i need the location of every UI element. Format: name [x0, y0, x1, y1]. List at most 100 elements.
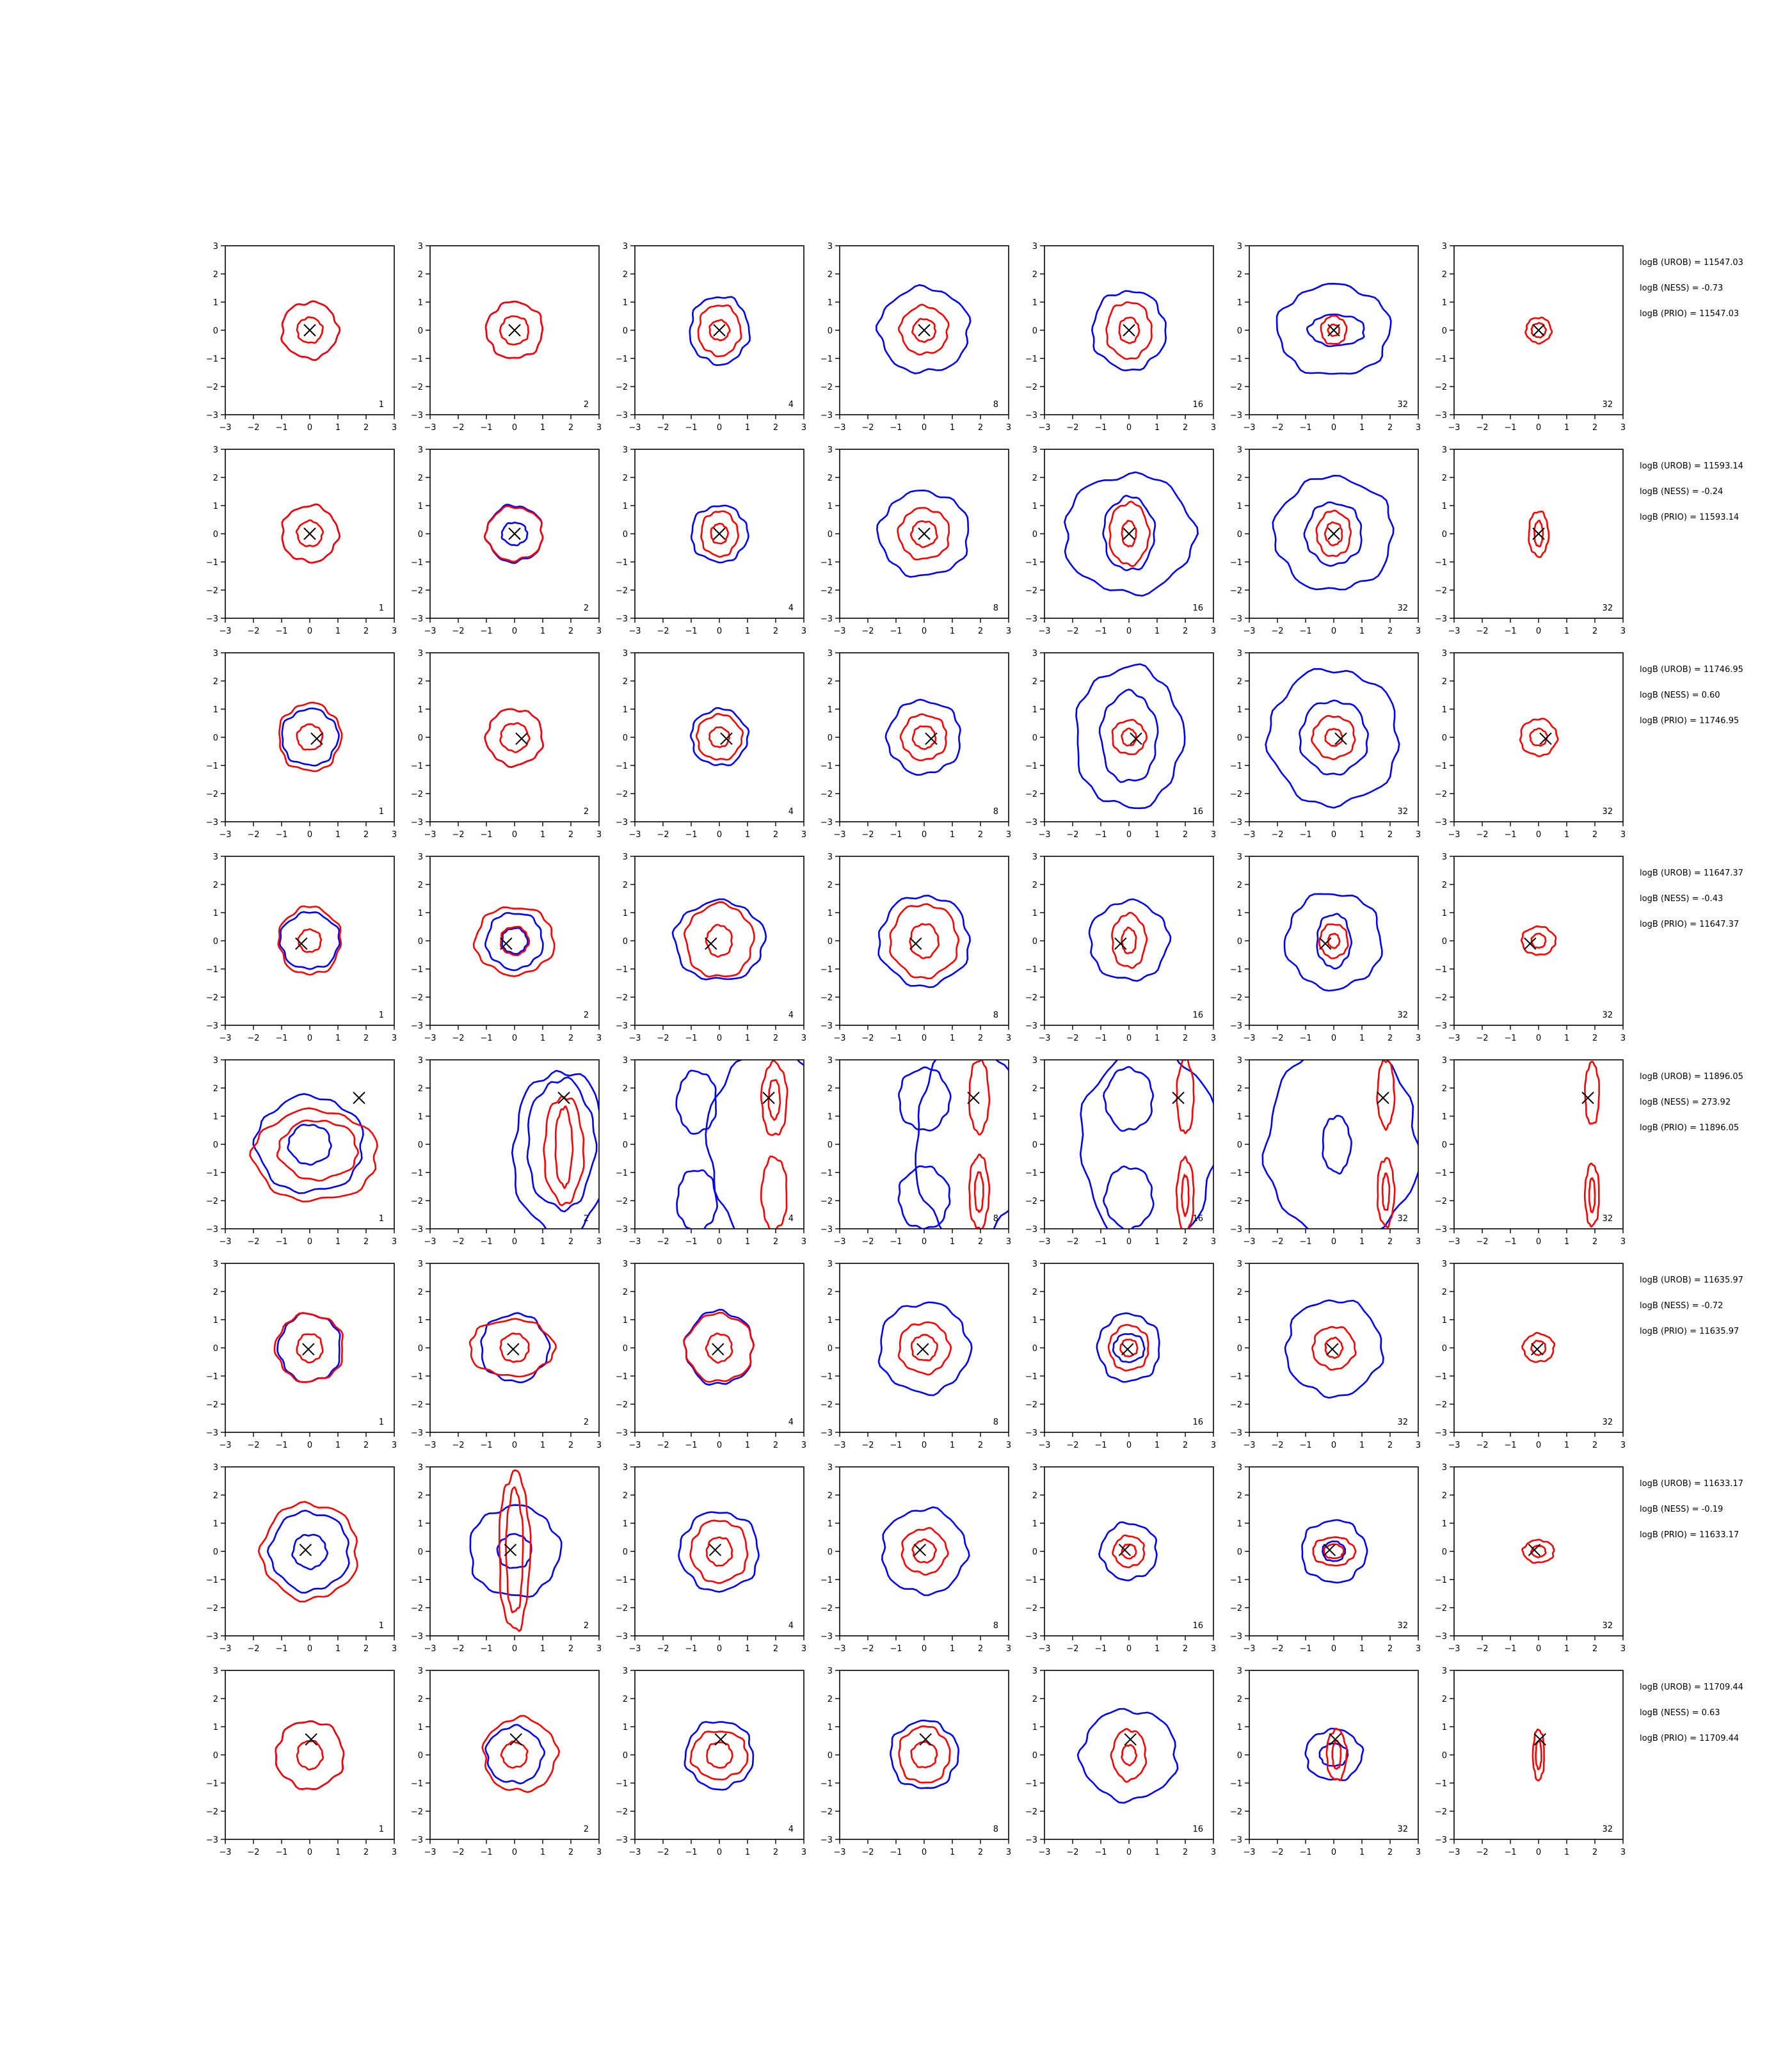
y-tick-label: −3: [1435, 1836, 1447, 1845]
y-tick-label: 2: [1442, 474, 1447, 483]
red-contour: [910, 520, 938, 548]
x-tick-label: 0: [717, 1441, 722, 1450]
y-tick-label: 1: [623, 298, 628, 308]
y-tick-label: 0: [418, 1751, 423, 1761]
logb-annotation: logB (PRIO) = 11647.37: [1640, 920, 1739, 929]
x-marker: [1319, 937, 1332, 950]
x-tick-label: 0: [922, 627, 927, 636]
y-tick-label: 2: [418, 1084, 423, 1094]
axes-frame: [225, 856, 395, 1026]
x-marker: [713, 324, 726, 337]
y-tick-label: −3: [411, 1428, 423, 1438]
y-tick-label: 3: [1237, 1667, 1242, 1676]
axes-frame: [429, 856, 600, 1026]
x-tick-label: 0: [1536, 627, 1541, 636]
logb-annotation: logB (NESS) = -0.19: [1640, 1505, 1723, 1514]
y-tick-label: 3: [418, 649, 423, 659]
x-tick-label: −3: [1038, 1644, 1050, 1654]
axes-frame: [429, 652, 600, 822]
y-tick-label: −3: [1025, 1836, 1037, 1845]
y-tick-label: 0: [1237, 733, 1242, 743]
y-tick-label: 0: [828, 326, 833, 336]
blue-contour: [278, 911, 341, 970]
blue-contour: [484, 1724, 546, 1785]
y-tick-label: 0: [623, 733, 628, 743]
axes-frame: [634, 1670, 804, 1840]
y-tick-label: −2: [206, 790, 218, 799]
y-tick-label: −1: [1230, 1372, 1242, 1382]
red-contour: [296, 316, 324, 344]
plot-area: [1064, 471, 1199, 597]
y-tick-label: −1: [1435, 1372, 1447, 1382]
x-tick-label: 0: [512, 423, 517, 433]
plot-area: [1261, 1060, 1418, 1229]
y-tick-label: 2: [828, 881, 833, 890]
panel-r3-c2: −3 3 −2 2 −1 1 0 0 1 −1 2 −2 3 −3 2: [411, 649, 602, 840]
x-tick-label: 0: [1126, 1848, 1132, 1857]
red-contour: [1521, 1332, 1556, 1363]
panel-r5-c3: −3 3 −2 2 −1 1 0 0 1 −1 2 −2 3 −3 4: [616, 1056, 806, 1247]
axes-frame: [839, 1670, 1009, 1840]
y-tick-label: −1: [1435, 1779, 1447, 1789]
plot-area: [1096, 1312, 1160, 1383]
red-contour: [505, 1486, 524, 1613]
y-tick-label: 3: [623, 242, 628, 252]
panel-r2-c4: −3 3 −2 2 −1 1 0 0 1 −1 2 −2 3 −3 8: [820, 445, 1011, 636]
y-tick-label: −2: [1025, 790, 1037, 799]
y-tick-label: 2: [1442, 1695, 1447, 1704]
panel-r6-c5: −3 3 −2 2 −1 1 0 0 1 −1 2 −2 3 −3 16: [1025, 1260, 1216, 1450]
x-tick-label: 1: [745, 627, 750, 636]
red-contour: [468, 1318, 557, 1378]
y-tick-label: 1: [623, 1519, 628, 1529]
sample-count-label: 32: [1397, 400, 1408, 410]
y-tick-label: −1: [616, 1372, 628, 1382]
y-tick-label: 1: [623, 502, 628, 511]
sample-count-label: 32: [1397, 1418, 1408, 1427]
blue-contour: [1316, 913, 1352, 970]
x-tick-label: −2: [1066, 1441, 1078, 1450]
y-tick-label: 1: [828, 298, 833, 308]
x-tick-label: −1: [275, 1441, 287, 1450]
red-contour: [695, 712, 744, 761]
y-tick-label: −3: [1230, 1021, 1242, 1031]
y-tick-label: 3: [1032, 445, 1037, 455]
blue-contour: [1098, 1521, 1158, 1581]
x-tick-label: −1: [480, 830, 492, 840]
x-tick-label: −3: [1243, 1644, 1255, 1654]
y-tick-label: 2: [1032, 677, 1037, 687]
y-tick-label: 0: [213, 326, 218, 336]
x-tick-label: −3: [628, 1034, 641, 1043]
y-tick-label: 0: [418, 937, 423, 947]
x-tick-label: 0: [1126, 1034, 1132, 1043]
y-tick-label: −1: [206, 762, 218, 771]
red-contour: [1521, 1539, 1555, 1564]
x-tick-label: −1: [480, 1644, 492, 1654]
y-tick-label: 1: [828, 502, 833, 511]
y-tick-label: −3: [1025, 1225, 1037, 1235]
y-tick-label: 1: [1237, 1519, 1242, 1529]
x-tick-label: 3: [392, 1237, 397, 1247]
x-tick-label: −3: [833, 627, 845, 636]
x-tick-label: 2: [1592, 1848, 1597, 1857]
x-tick-label: 0: [717, 1034, 722, 1043]
y-tick-label: 1: [1032, 502, 1037, 511]
x-tick-label: 3: [1416, 1848, 1421, 1857]
x-marker: [1327, 527, 1340, 540]
x-tick-label: 3: [1006, 1644, 1011, 1654]
sample-count-label: 1: [379, 604, 384, 613]
y-tick-label: −3: [1230, 1428, 1242, 1438]
plot-area: [1520, 925, 1557, 956]
red-contour: [1331, 1740, 1342, 1770]
y-tick-label: 1: [623, 1723, 628, 1732]
y-tick-label: 0: [828, 530, 833, 540]
x-tick-label: −3: [1448, 1441, 1460, 1450]
y-tick-label: −2: [616, 1807, 628, 1817]
sample-count-label: 32: [1602, 1214, 1613, 1224]
y-tick-label: −3: [820, 1632, 833, 1642]
y-tick-label: 0: [623, 1140, 628, 1150]
y-tick-label: 2: [828, 677, 833, 687]
red-contour: [484, 300, 544, 359]
panel-r5-c7: −3 3 −2 2 −1 1 0 0 1 −1 2 −2 3 −3 32: [1435, 1056, 1626, 1247]
y-tick-label: −1: [1435, 355, 1447, 364]
y-tick-label: −1: [1230, 1169, 1242, 1178]
